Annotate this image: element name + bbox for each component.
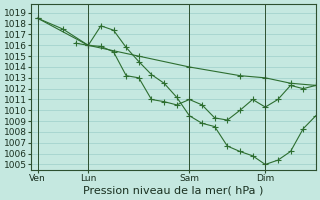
X-axis label: Pression niveau de la mer( hPa ): Pression niveau de la mer( hPa ) — [84, 186, 264, 196]
